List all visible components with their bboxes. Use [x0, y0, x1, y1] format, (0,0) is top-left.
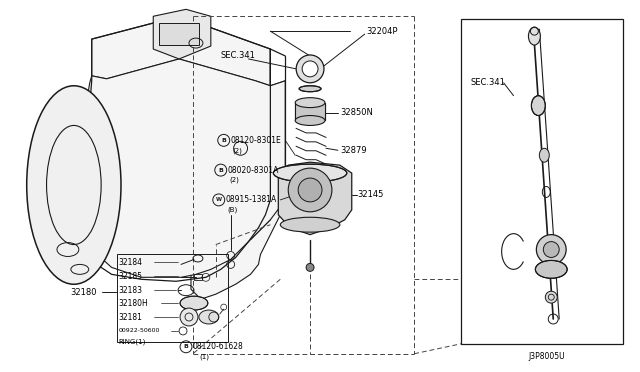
Circle shape [288, 168, 332, 212]
Text: 32181: 32181 [118, 312, 142, 321]
Ellipse shape [295, 98, 325, 108]
Polygon shape [278, 162, 352, 235]
Text: (1): (1) [199, 353, 209, 360]
Text: RING(1): RING(1) [118, 339, 146, 345]
Text: 32184: 32184 [118, 258, 143, 267]
Polygon shape [153, 9, 211, 59]
Ellipse shape [536, 260, 567, 278]
Text: B: B [221, 138, 226, 143]
Bar [116, 254, 228, 342]
Bar [159, 23, 199, 45]
Ellipse shape [529, 27, 540, 45]
Text: B: B [184, 344, 188, 349]
Polygon shape [191, 49, 285, 299]
Ellipse shape [273, 164, 347, 182]
Circle shape [536, 235, 566, 264]
Ellipse shape [180, 296, 208, 310]
Text: 32180: 32180 [70, 288, 97, 297]
Ellipse shape [199, 310, 219, 324]
Text: (2): (2) [230, 177, 239, 183]
Text: J3P8005U: J3P8005U [529, 352, 565, 361]
Text: B: B [218, 168, 223, 173]
Text: 08120-61628: 08120-61628 [193, 342, 244, 351]
Circle shape [302, 61, 318, 77]
Text: 08120-8301E: 08120-8301E [230, 136, 282, 145]
Circle shape [296, 55, 324, 83]
Circle shape [545, 291, 557, 303]
Text: SEC.341: SEC.341 [471, 78, 506, 87]
Text: 32204P: 32204P [367, 27, 398, 36]
Text: (B): (B) [228, 206, 238, 213]
Text: W: W [216, 198, 222, 202]
Bar [461, 19, 623, 344]
Ellipse shape [531, 96, 545, 116]
Circle shape [306, 263, 314, 271]
Circle shape [298, 178, 322, 202]
Text: 32145: 32145 [358, 190, 384, 199]
Ellipse shape [299, 86, 321, 92]
Ellipse shape [27, 86, 121, 284]
Ellipse shape [540, 148, 549, 162]
Text: 08020-8301A: 08020-8301A [228, 166, 279, 174]
Text: 32183: 32183 [118, 286, 143, 295]
Text: 32850N: 32850N [340, 108, 372, 117]
Text: 32185: 32185 [118, 272, 143, 281]
Text: 32879: 32879 [340, 146, 367, 155]
Bar [295, 103, 325, 121]
Circle shape [543, 241, 559, 257]
Text: 08915-1381A: 08915-1381A [226, 195, 277, 204]
Polygon shape [72, 59, 285, 277]
Text: (2): (2) [233, 147, 243, 154]
Text: SEC.341: SEC.341 [221, 51, 255, 61]
Ellipse shape [280, 217, 340, 232]
Circle shape [180, 308, 198, 326]
Text: 00922-50600: 00922-50600 [118, 328, 160, 333]
Text: 32180H: 32180H [118, 299, 148, 308]
Polygon shape [92, 16, 270, 86]
Bar [194, 274, 202, 280]
Ellipse shape [295, 116, 325, 125]
